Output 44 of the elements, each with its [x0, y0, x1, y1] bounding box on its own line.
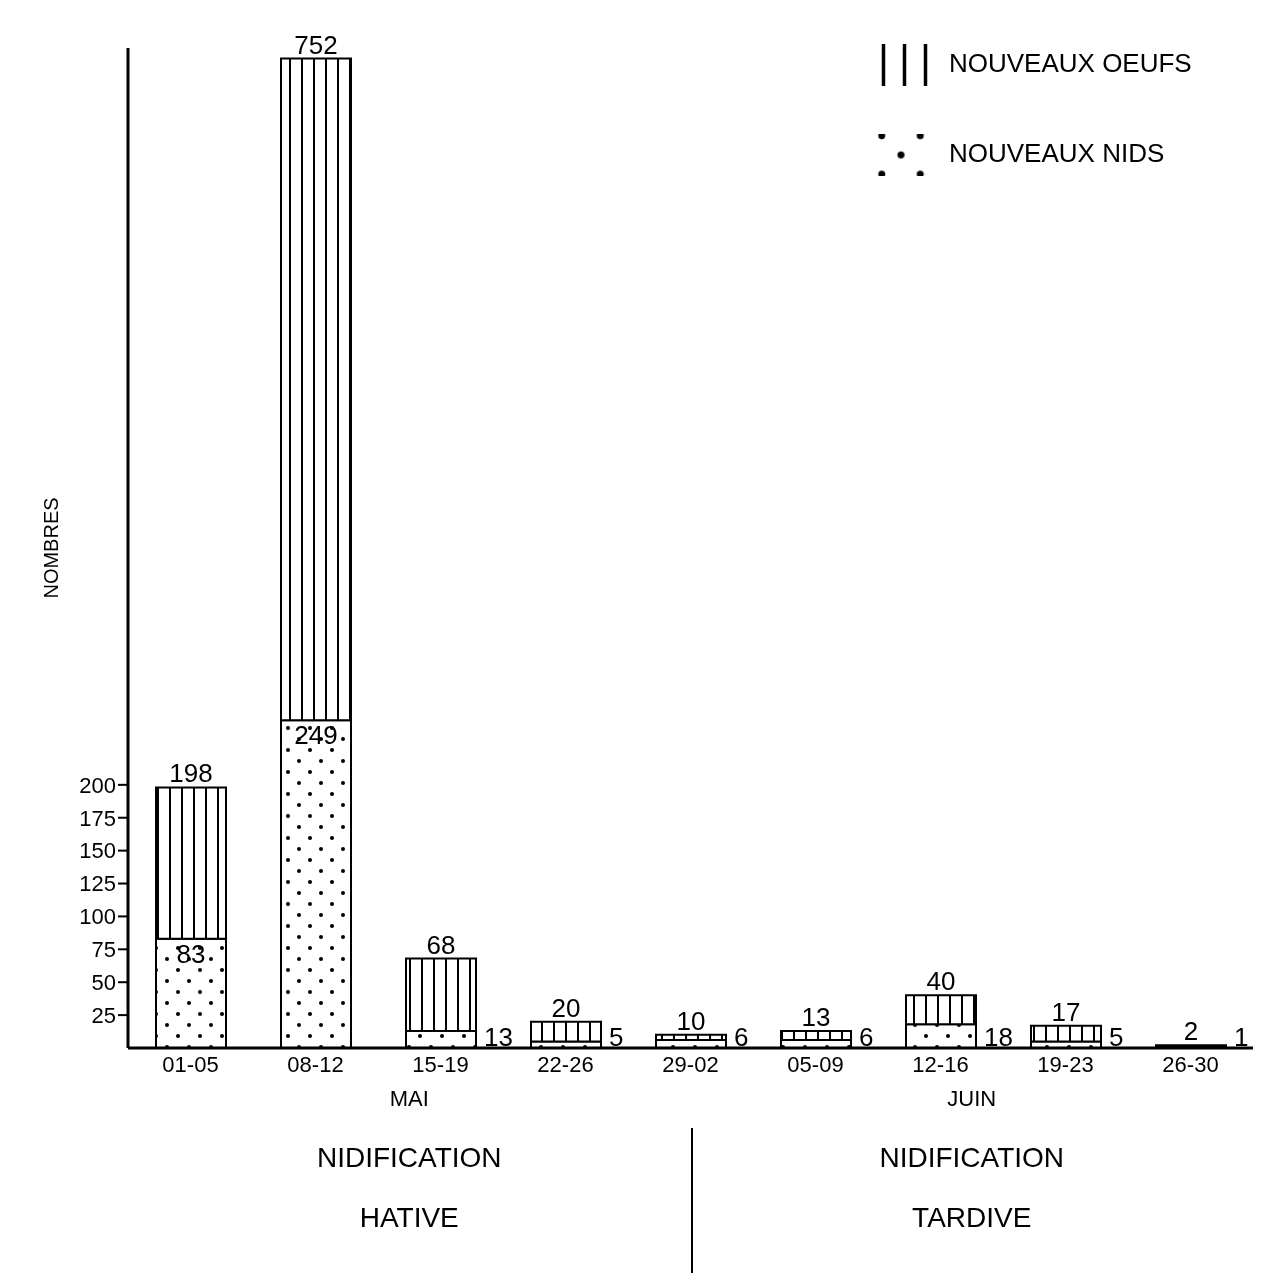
x-tick-label: 01-05	[162, 1051, 219, 1077]
data-label: 5	[1109, 1022, 1124, 1052]
total-label: 2	[1183, 1016, 1199, 1047]
y-tick-label: 150	[79, 838, 116, 864]
data-label: 83	[176, 938, 206, 969]
text: NIDIFICATION TARDIVE	[878, 1141, 1066, 1235]
legend-label: NOUVEAUX OEUFS	[949, 48, 1192, 78]
x-tick-label: 26-30	[1162, 1051, 1219, 1077]
total-label: 198	[169, 758, 213, 789]
y-tick-label: 175	[79, 805, 116, 831]
total-label: 10	[676, 1005, 706, 1036]
total-label: 68	[426, 929, 456, 960]
y-axis-title: NOMBRES	[40, 497, 62, 599]
text: MAI	[388, 1086, 430, 1112]
bar	[1030, 1024, 1102, 1043]
legend-label: NOUVEAUX NIDS	[949, 138, 1165, 168]
y-tick-label: 50	[91, 970, 116, 996]
y-tick-label: 125	[79, 871, 116, 897]
data-label: 249	[294, 720, 338, 751]
x-tick-label: 29-02	[662, 1051, 719, 1077]
y-tick-label: 200	[79, 772, 116, 798]
total-label: 13	[801, 1001, 831, 1032]
data-label: 6	[734, 1022, 749, 1052]
x-tick-label: 22-26	[537, 1051, 594, 1077]
total-label: 17	[1051, 996, 1081, 1027]
y-tick-label: 100	[79, 904, 116, 930]
text: NIDIFICATION HATIVE	[315, 1141, 503, 1235]
x-tick-label: 15-19	[412, 1051, 469, 1077]
total-label: 40	[926, 966, 956, 997]
total-label: 20	[551, 992, 581, 1023]
bar	[530, 1020, 602, 1043]
data-label: 6	[859, 1022, 874, 1052]
data-label: 18	[984, 1022, 1013, 1052]
x-tick-label: 19-23	[1037, 1051, 1094, 1077]
data-label: 1	[1234, 1022, 1249, 1052]
x-tick-label: 12-16	[912, 1051, 969, 1077]
x-tick-label: 05-09	[787, 1051, 844, 1077]
y-tick-label: 75	[91, 937, 116, 963]
y-tick-label: 25	[91, 1002, 116, 1028]
x-tick-label: 08-12	[287, 1051, 344, 1077]
data-label: 5	[609, 1022, 624, 1052]
text: JUIN	[946, 1086, 998, 1112]
data-label: 13	[484, 1022, 513, 1052]
total-label: 752	[294, 29, 338, 60]
